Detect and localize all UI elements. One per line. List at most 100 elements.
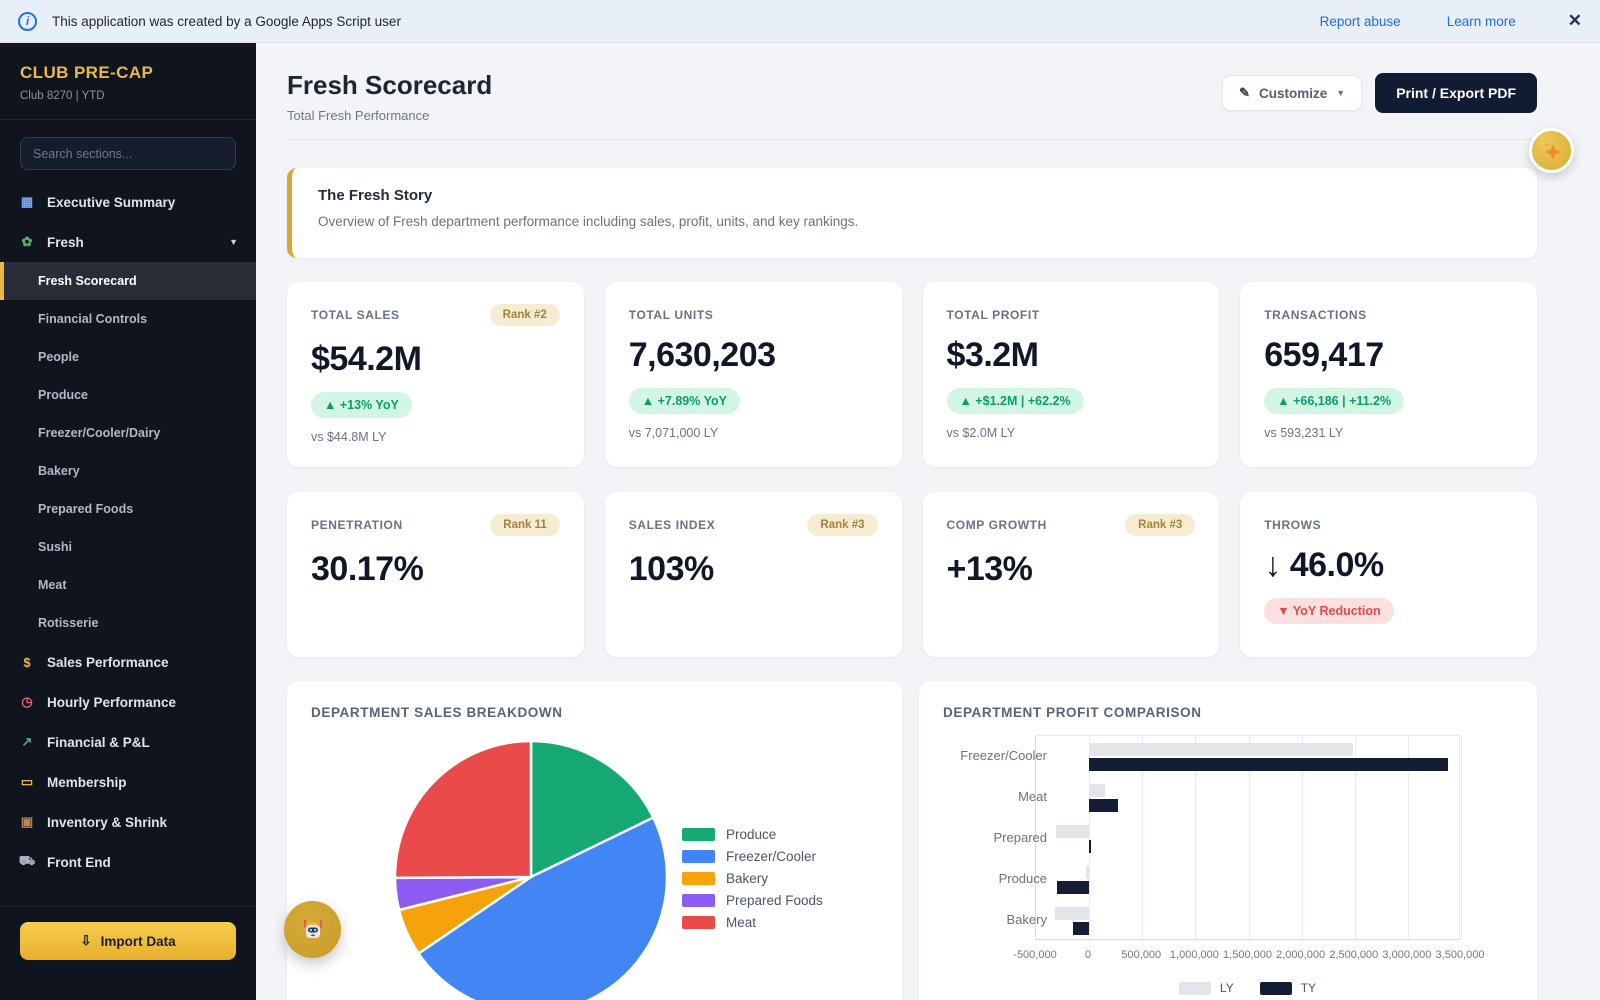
x-axis-tick-label: 1,500,000 [1223,949,1272,961]
legend-item-ty: TY [1259,981,1316,995]
alarm-clock-icon: ◷ [21,694,33,709]
bar-freezer-cooler-ly [1089,743,1353,756]
sidebar-subitem-produce[interactable]: Produce [38,388,89,402]
package-icon: ▣ [20,814,34,829]
legend-swatch [1178,981,1211,995]
legend-swatch [1259,981,1292,995]
sidebar-item-fresh[interactable]: ✿ Fresh ▼ [0,222,256,262]
sidebar-subitem-sushi[interactable]: Sushi [38,540,73,554]
sidebar-item-label: Financial & P&L [47,734,150,750]
sidebar-subitem-meat[interactable]: Meat [38,578,67,592]
rank-badge: Rank #3 [807,514,878,536]
gridline [1407,736,1409,939]
bar-prepared-ly [1056,825,1090,838]
kpi-delta-pill: ▼ YoY Reduction [1264,598,1394,624]
kpi-grid: TOTAL SALES Rank #2 $54.2M ▲ +13% YoY vs $44… [287,282,1537,657]
x-axis-tick-label: 0 [1085,949,1092,961]
x-axis-tick-label: 3,000,000 [1382,949,1432,961]
sidebar-item-label: Executive Summary [47,194,176,210]
sidebar-item-membership[interactable]: ▭ Membership [0,762,256,802]
bar-freezer-cooler-ty [1089,758,1449,771]
sidebar-item-label: Membership [47,774,127,790]
gridline [1195,736,1197,939]
report-abuse-link[interactable]: Report abuse [1319,13,1401,29]
sidebar-subitem-fresh-scorecard[interactable]: Fresh Scorecard [0,262,256,300]
pie-slice-freezer-cooler [417,816,669,1000]
ai-sparkle-fab[interactable] [1529,128,1574,173]
chart-increasing-icon: ↗ [21,734,33,749]
sidebar-item-inventory-shrink[interactable]: ▣ Inventory & Shrink [0,802,256,842]
bar-category-label: Produce [998,870,1047,886]
kpi-label: TOTAL SALES [311,308,400,322]
sidebar-subitem-bakery[interactable]: Bakery [38,464,80,478]
kpi-card-throws: THROWS ↓ 46.0% ▼ YoY Reduction [1240,492,1537,657]
kpi-label: TRANSACTIONS [1264,308,1367,322]
credit-card-icon: ▭ [20,774,34,789]
bar-meat-ty [1089,799,1118,812]
import-icon: ⇩ [80,933,92,948]
leafy-green-icon: ✿ [21,234,33,249]
bar-prepared-ty [1089,840,1091,853]
sidebar-subitem-people[interactable]: People [38,350,79,364]
bar-bakery-ty [1072,922,1090,935]
brand-block: CLUB PRE-CAP Club 8270 | YTD [0,43,256,120]
x-axis-tick-label: 1,000,000 [1169,949,1219,961]
robot-icon [303,919,322,938]
kpi-card-total-profit: TOTAL PROFIT $3.2M ▲ +$1.2M | +62.2% vs $2.… [922,282,1220,467]
kpi-value: +13% [946,550,1033,588]
legend-item-produce: Produce [682,823,823,845]
sidebar: CLUB PRE-CAP Club 8270 | YTD ▦ Executive … [0,43,256,1000]
sidebar-item-label: Inventory & Shrink [47,814,168,830]
bar-category-label: Bakery [1006,911,1047,927]
sidebar-item-front-end[interactable]: ⛟ Front End [0,842,256,882]
sidebar-item-executive-summary[interactable]: ▦ Executive Summary [0,182,256,222]
import-data-button[interactable]: ⇩ Import Data [20,922,236,960]
gridline [1142,736,1144,939]
x-axis-tick-label: 3,500,000 [1435,949,1485,961]
sidebar-subitem-freezer-cooler-dairy[interactable]: Freezer/Cooler/Dairy [38,426,161,440]
sidebar-subitem-prepared-foods[interactable]: Prepared Foods [38,502,134,516]
gridline [1354,736,1356,939]
kpi-vs-last-year: vs $44.8M LY [311,430,387,444]
customize-button[interactable]: ✎ Customize ▼ [1222,75,1363,111]
sidebar-item-financial-p-l[interactable]: ↗ Financial & P&L [0,722,256,762]
kpi-value: 659,417 [1264,336,1384,374]
learn-more-link[interactable]: Learn more [1446,13,1516,29]
sidebar-subitem-rotisserie[interactable]: Rotisserie [38,616,99,630]
sidebar-item-label: Fresh [47,234,84,250]
pie-legend: Produce Freezer/Cooler Bakery Prepared Food… [682,823,823,933]
x-axis-tick-label: 500,000 [1121,949,1162,961]
profit-bar-plot [1035,735,1462,940]
legend-item-ly: LY [1178,981,1234,995]
header-divider [287,139,1537,140]
sidebar-item-hourly-performance[interactable]: ◷ Hourly Performance [0,682,256,722]
sidebar-nav: ▦ Executive Summary ✿ Fresh ▼ Fresh Scorecard… [0,182,256,906]
pie-slice-produce [529,739,655,879]
close-icon[interactable]: ✕ [1567,11,1582,30]
department-sales-pie-chart [393,739,669,1000]
x-axis-tick-label: 2,500,000 [1329,949,1379,961]
main-content: Fresh Scorecard Total Fresh Performance … [256,43,1600,1000]
info-icon: i [18,11,37,31]
sidebar-item-label: Hourly Performance [47,694,177,710]
bar-bakery-ly [1055,907,1090,920]
print-export-pdf-button[interactable]: Print / Export PDF [1375,73,1537,113]
kpi-card-sales-index: SALES INDEX Rank #3 103% [604,492,902,657]
sidebar-item-label: Front End [47,854,111,870]
chevron-down-icon: ▼ [1336,88,1346,98]
legend-item-bakery: Bakery [682,867,823,889]
sidebar-item-sales-performance[interactable]: $ Sales Performance [0,642,256,682]
kpi-label: THROWS [1264,518,1322,532]
assistant-robot-fab[interactable] [284,901,341,958]
sidebar-subitem-financial-controls[interactable]: Financial Controls [38,312,148,326]
fresh-story-card: The Fresh Story Overview of Fresh depart… [287,168,1537,258]
legend-swatch [682,849,715,863]
rank-badge: Rank #2 [489,304,560,326]
search-input[interactable] [20,137,236,170]
brand-title: CLUB PRE-CAP [20,63,154,82]
legend-item-freezer-cooler: Freezer/Cooler [682,845,823,867]
page-title: Fresh Scorecard [287,70,493,100]
bar-chart-title: DEPARTMENT PROFIT COMPARISON [943,705,1202,720]
pie-slice-meat [393,739,533,880]
